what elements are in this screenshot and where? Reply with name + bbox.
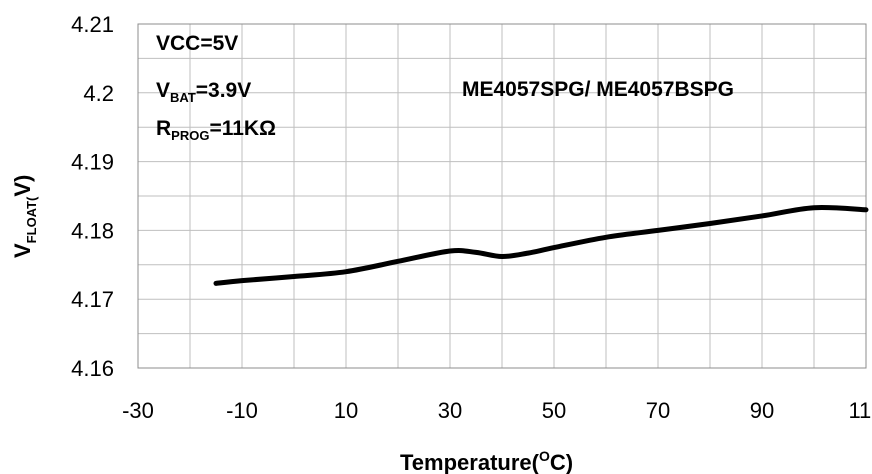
x-tick-label: -10 [226,398,258,423]
x-axis-ticks: -30 -10 10 30 50 70 90 110 [122,398,872,423]
y-axis-title: VFLOAT(V) [10,175,39,258]
x-tick-label: 70 [646,398,670,423]
annotation-vcc: VCC=5V [156,32,238,55]
x-tick-label: 110 [848,398,872,423]
y-axis-ticks: 4.16 4.17 4.18 4.19 4.2 4.21 [71,12,114,381]
grid [137,23,867,369]
annotation-rprog: RPROG=11KΩ [156,117,276,143]
y-tick-label: 4.17 [71,287,114,312]
x-tick-label: 90 [750,398,774,423]
y-tick-label: 4.19 [71,150,114,175]
y-tick-label: 4.21 [71,12,114,37]
plot-area [137,23,867,369]
annotation-part-number: ME4057SPG/ ME4057BSPG [462,78,734,101]
x-tick-label: 30 [438,398,462,423]
series-line [213,204,869,286]
x-axis-title: Temperature(OC) [400,448,573,474]
annotation-vbat: VBAT=3.9V [156,79,251,105]
y-tick-label: 4.16 [71,356,114,381]
x-tick-label: -30 [122,398,154,423]
y-tick-label: 4.2 [83,81,114,106]
x-tick-label: 50 [542,398,566,423]
x-tick-label: 10 [334,398,358,423]
y-tick-label: 4.18 [71,218,114,243]
